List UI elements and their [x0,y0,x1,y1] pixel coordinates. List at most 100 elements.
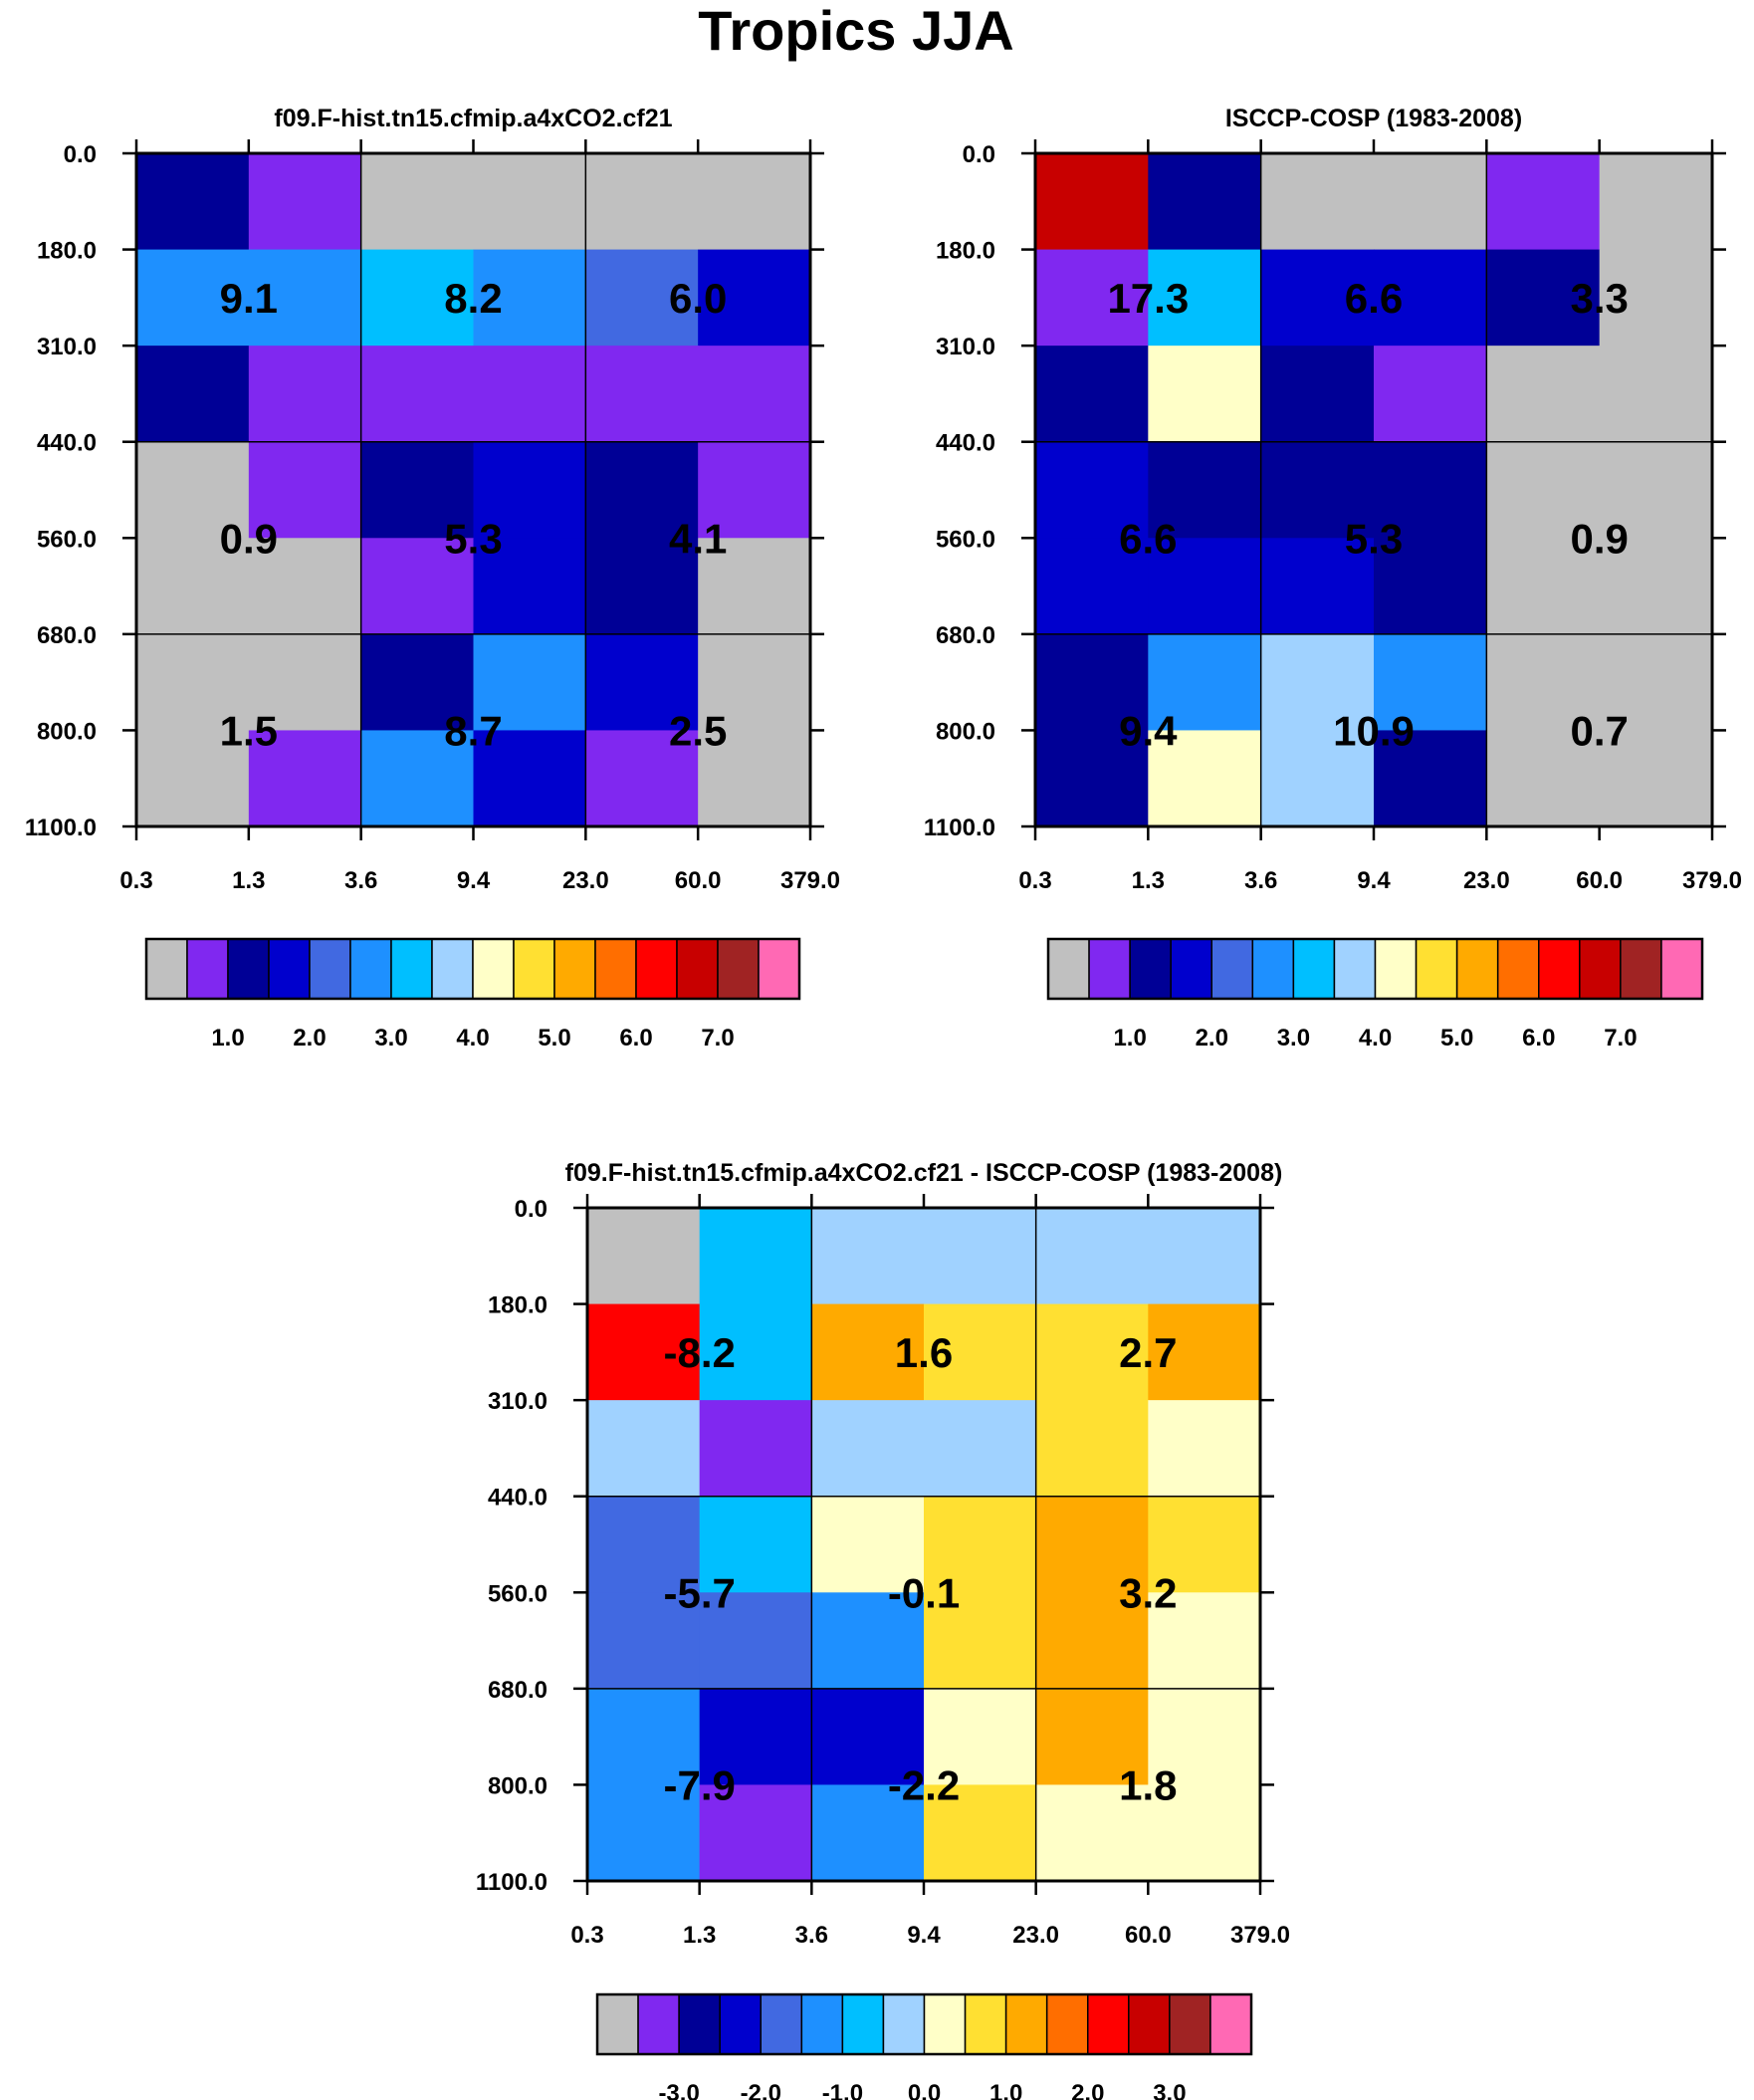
heatmap-cell [1374,249,1487,347]
colorbar-swatch [472,938,515,1000]
colorbar-label: 5.0 [538,1025,570,1051]
x-tick-label: 23.0 [1012,1922,1059,1949]
heatmap-cell [1260,249,1375,347]
heatmap-cell [136,441,250,539]
y-tick-label: 440.0 [37,430,97,457]
heatmap-cell [1374,346,1487,443]
colorbar-label: 4.0 [1359,1025,1392,1051]
colorbar-label: 3.0 [1277,1025,1310,1051]
y-tick-label: 0.0 [963,141,995,168]
heatmap-cell [924,1496,1037,1593]
group-value-label: 3.2 [1119,1569,1177,1616]
colorbar-swatch [1129,938,1172,1000]
heatmap-cell [1374,633,1487,732]
heatmap-cell [698,346,811,443]
colorbar-swatch [1087,1993,1130,2055]
x-tick-label: 1.3 [232,867,265,894]
heatmap-cell [811,1592,925,1690]
group-value-label: 6.6 [1119,515,1177,562]
heatmap-cell [699,1496,812,1593]
y-tick-label: 0.0 [515,1196,548,1223]
colorbar-swatch [1415,938,1458,1000]
y-tick-label: 1100.0 [924,815,995,841]
x-tick-label: 3.6 [1244,867,1277,894]
heatmap-cell [698,730,811,827]
group-value-label: 10.9 [1333,707,1415,754]
heatmap-cell [585,153,699,251]
heatmap-cell [587,1592,701,1690]
heatmap-cell [1148,1400,1261,1498]
heatmap-cell [1599,633,1713,732]
heatmap-cell [473,346,586,443]
x-tick-label: 23.0 [562,867,609,894]
heatmap-cell [248,633,362,732]
heatmap-cell [1035,249,1149,347]
colorbar-label: 3.0 [1153,2080,1186,2100]
colorbar-frame [144,937,801,1001]
colorbar-swatch [431,938,474,1000]
heatmap-cell [1148,1496,1261,1593]
x-tick-label: 23.0 [1463,867,1510,894]
x-tick-label: 0.3 [570,1922,603,1949]
x-tick-label: 9.4 [907,1922,941,1949]
group-value-label: 1.8 [1119,1761,1177,1808]
heatmap-cell [699,1303,812,1401]
heatmap-cell [136,538,250,635]
heatmap-cell [924,1784,1037,1882]
x-tick-label: 60.0 [1576,867,1623,894]
heatmap-cell [1148,730,1262,827]
heatmap-cell [1599,346,1713,443]
colorbar-frame [1046,937,1704,1001]
colorbar-label: 6.0 [619,1025,652,1051]
group-value-label: 8.7 [444,707,502,754]
colorbar-swatch [923,1993,967,2055]
colorbar-swatch [513,938,555,1000]
heatmap-cell [699,1208,812,1305]
colorbar-swatch [678,1993,721,2055]
group-value-label: 5.3 [1345,515,1403,562]
group-value-label: -2.2 [888,1761,960,1808]
y-tick-label: 440.0 [936,430,995,457]
heatmap-cell [1486,346,1601,443]
colorbar-swatch [186,938,229,1000]
heatmap-cell [136,153,250,251]
colorbar-swatch [1169,1993,1211,2055]
x-tick-label: 0.3 [119,867,152,894]
heatmap-cell [924,1688,1037,1786]
group-value-label: 0.9 [1570,515,1628,562]
group-value-label: 2.5 [669,707,727,754]
heatmap-cell [698,538,811,635]
x-tick-label: 1.3 [683,1922,716,1949]
colorbar-swatch [841,1993,885,2055]
heatmap-cell [1486,249,1601,347]
heatmap-cell [1148,1208,1261,1305]
y-tick-label: 680.0 [936,622,995,649]
y-tick-label: 310.0 [936,334,995,360]
heatmap-cell [360,633,475,732]
colorbar-swatch [1210,938,1254,1000]
colorbar-label: 3.0 [374,1025,407,1051]
colorbar-swatch [758,938,800,1000]
heatmap-cell [1486,441,1601,539]
y-tick-label: 1100.0 [25,815,97,841]
heatmap-cell [1260,730,1375,827]
heatmap-cell [1035,1303,1149,1401]
x-tick-label: 3.6 [795,1922,828,1949]
colorbar-swatch [1374,938,1418,1000]
heatmap-cell [136,249,250,347]
colorbar-label: -3.0 [658,2080,699,2100]
colorbar-swatch [676,938,719,1000]
heatmap-cell [1486,538,1601,635]
heatmap-cell [473,633,586,732]
y-tick-label: 560.0 [488,1580,548,1607]
colorbar-swatch [1292,938,1336,1000]
heatmap-cell [360,346,475,443]
heatmap-cell [811,1688,925,1786]
heatmap-cell [1148,441,1262,539]
heatmap-cell [585,538,699,635]
heatmap-cell [1260,538,1375,635]
heatmap-cell [248,441,362,539]
heatmap-cell [924,1592,1037,1690]
heatmap-cell [248,730,362,827]
